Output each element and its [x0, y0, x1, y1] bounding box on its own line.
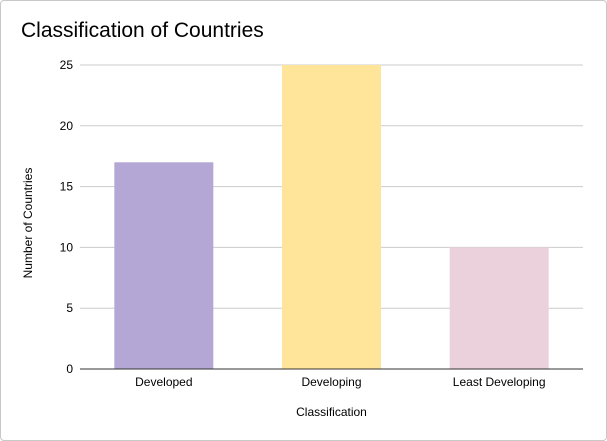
x-tick-labels: Developed Developing Least Developing [135, 375, 545, 389]
x-axis-title: Classification [296, 405, 367, 419]
bar [449, 247, 549, 369]
chart-title: Classification of Countries [21, 19, 264, 42]
bars [114, 65, 549, 369]
bar [114, 162, 214, 369]
bar [282, 65, 381, 369]
y-tick-label: 5 [66, 301, 73, 315]
y-tick-label: 0 [66, 362, 73, 376]
y-tick-labels: 0 5 10 15 20 25 [60, 58, 74, 376]
y-tick-label: 20 [60, 119, 74, 133]
x-tick-label: Developing [301, 375, 361, 389]
x-tick-label: Least Developing [453, 375, 546, 389]
y-tick-label: 25 [60, 58, 74, 72]
y-tick-label: 10 [60, 240, 74, 254]
y-axis-title: Number of Countries [21, 168, 35, 279]
y-tick-label: 15 [60, 180, 74, 194]
x-tick-label: Developed [135, 375, 192, 389]
